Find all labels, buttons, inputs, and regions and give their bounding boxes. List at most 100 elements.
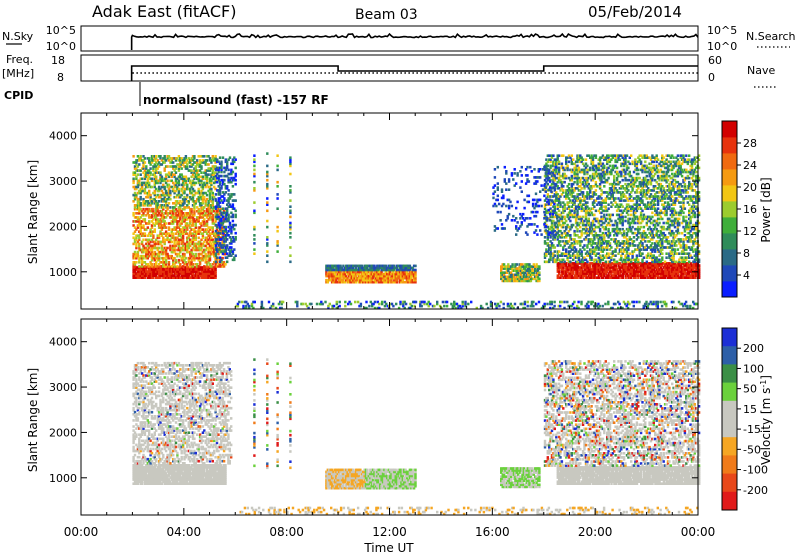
power-cell	[576, 160, 579, 164]
power-cell	[674, 266, 677, 269]
power-cell	[606, 160, 609, 164]
power-cell	[657, 264, 660, 267]
power-cell	[517, 267, 520, 270]
freq-tick-bottom: 8	[57, 71, 64, 84]
power-cell	[146, 250, 149, 254]
power-cell	[162, 179, 165, 183]
power-cell	[552, 168, 555, 172]
power-cell	[633, 274, 636, 277]
power-cell	[573, 262, 576, 265]
power-cell	[181, 161, 185, 164]
power-cell	[157, 206, 161, 209]
power-cell	[557, 160, 561, 164]
power-cell	[661, 272, 664, 275]
power-cell	[152, 159, 155, 162]
power-cell	[576, 170, 579, 174]
power-cell	[173, 250, 176, 254]
power-cell	[191, 252, 195, 256]
power-cell	[580, 207, 583, 210]
power-cell	[604, 270, 608, 273]
power-cell	[589, 176, 592, 180]
power-cell	[552, 260, 555, 264]
power-cell	[189, 197, 192, 201]
power-cell	[367, 276, 370, 280]
power-cell	[160, 197, 164, 201]
power-cell	[173, 246, 176, 250]
power-cell	[408, 264, 412, 268]
nsky-panel: N.Sky 10^5 10^0 10^5 10^0 N.Search	[2, 24, 796, 53]
power-cell	[565, 240, 568, 243]
power-cell	[624, 264, 627, 267]
power-cell	[201, 159, 205, 162]
power-cell	[563, 231, 566, 235]
power-cell	[583, 195, 586, 198]
power-cell	[350, 276, 354, 280]
power-cell	[569, 193, 572, 196]
power-cell	[359, 276, 362, 280]
power-cell	[583, 231, 586, 235]
power-cell	[152, 270, 155, 273]
power-cell	[218, 182, 222, 186]
power-cell	[659, 262, 663, 265]
power-cell	[507, 263, 510, 266]
power-cell	[579, 262, 582, 265]
power-cell	[142, 272, 145, 275]
power-cell	[514, 273, 517, 277]
power-cell	[579, 199, 582, 202]
power-cell	[603, 242, 606, 245]
power-cell	[403, 274, 406, 278]
power-cell	[211, 220, 214, 223]
power-cell	[176, 181, 179, 185]
power-cell	[502, 279, 506, 283]
power-cell	[153, 200, 156, 203]
power-cell	[576, 215, 579, 219]
power-cell	[196, 265, 199, 268]
power-cell	[593, 258, 596, 262]
power-cell	[197, 268, 200, 271]
power-cell	[593, 213, 596, 217]
power-cell	[231, 178, 235, 182]
power-cell	[142, 244, 145, 248]
power-cell	[221, 229, 225, 233]
power-cell	[587, 264, 591, 267]
power-cell	[177, 242, 181, 246]
power-cell	[190, 250, 193, 254]
power-cell	[573, 162, 576, 166]
power-cell	[519, 263, 523, 266]
power-cell	[569, 219, 572, 223]
power-cell	[207, 274, 210, 277]
power-cell	[149, 177, 152, 181]
power-cell	[193, 254, 196, 258]
power-cell	[179, 214, 182, 217]
power-cell	[574, 168, 578, 172]
power-cell	[586, 264, 589, 267]
power-cell	[221, 252, 225, 255]
power-cell	[216, 242, 219, 245]
power-cell	[388, 272, 392, 276]
power-cell	[162, 252, 165, 256]
power-cell	[213, 181, 216, 185]
power-cell	[580, 260, 583, 264]
power-cell	[567, 225, 571, 229]
power-cell	[552, 211, 555, 215]
power-cell	[524, 277, 527, 281]
power-cell	[580, 156, 583, 159]
power-cell	[156, 202, 159, 205]
power-cell	[230, 227, 233, 231]
nsearch-tick-top: 10^5	[707, 24, 737, 37]
power-cell	[224, 213, 227, 217]
power-cell	[676, 264, 680, 267]
power-cell	[587, 266, 591, 269]
power-cell	[574, 160, 578, 164]
power-cell	[150, 258, 154, 262]
power-cell	[576, 223, 579, 227]
power-cell	[371, 264, 375, 268]
power-cell	[557, 234, 561, 237]
power-cell	[583, 207, 586, 210]
power-cell	[197, 197, 200, 201]
power-cell	[340, 278, 344, 282]
power-cell	[214, 229, 218, 233]
power-cell	[163, 167, 166, 170]
power-cell	[221, 261, 224, 264]
power-cell	[156, 218, 159, 221]
